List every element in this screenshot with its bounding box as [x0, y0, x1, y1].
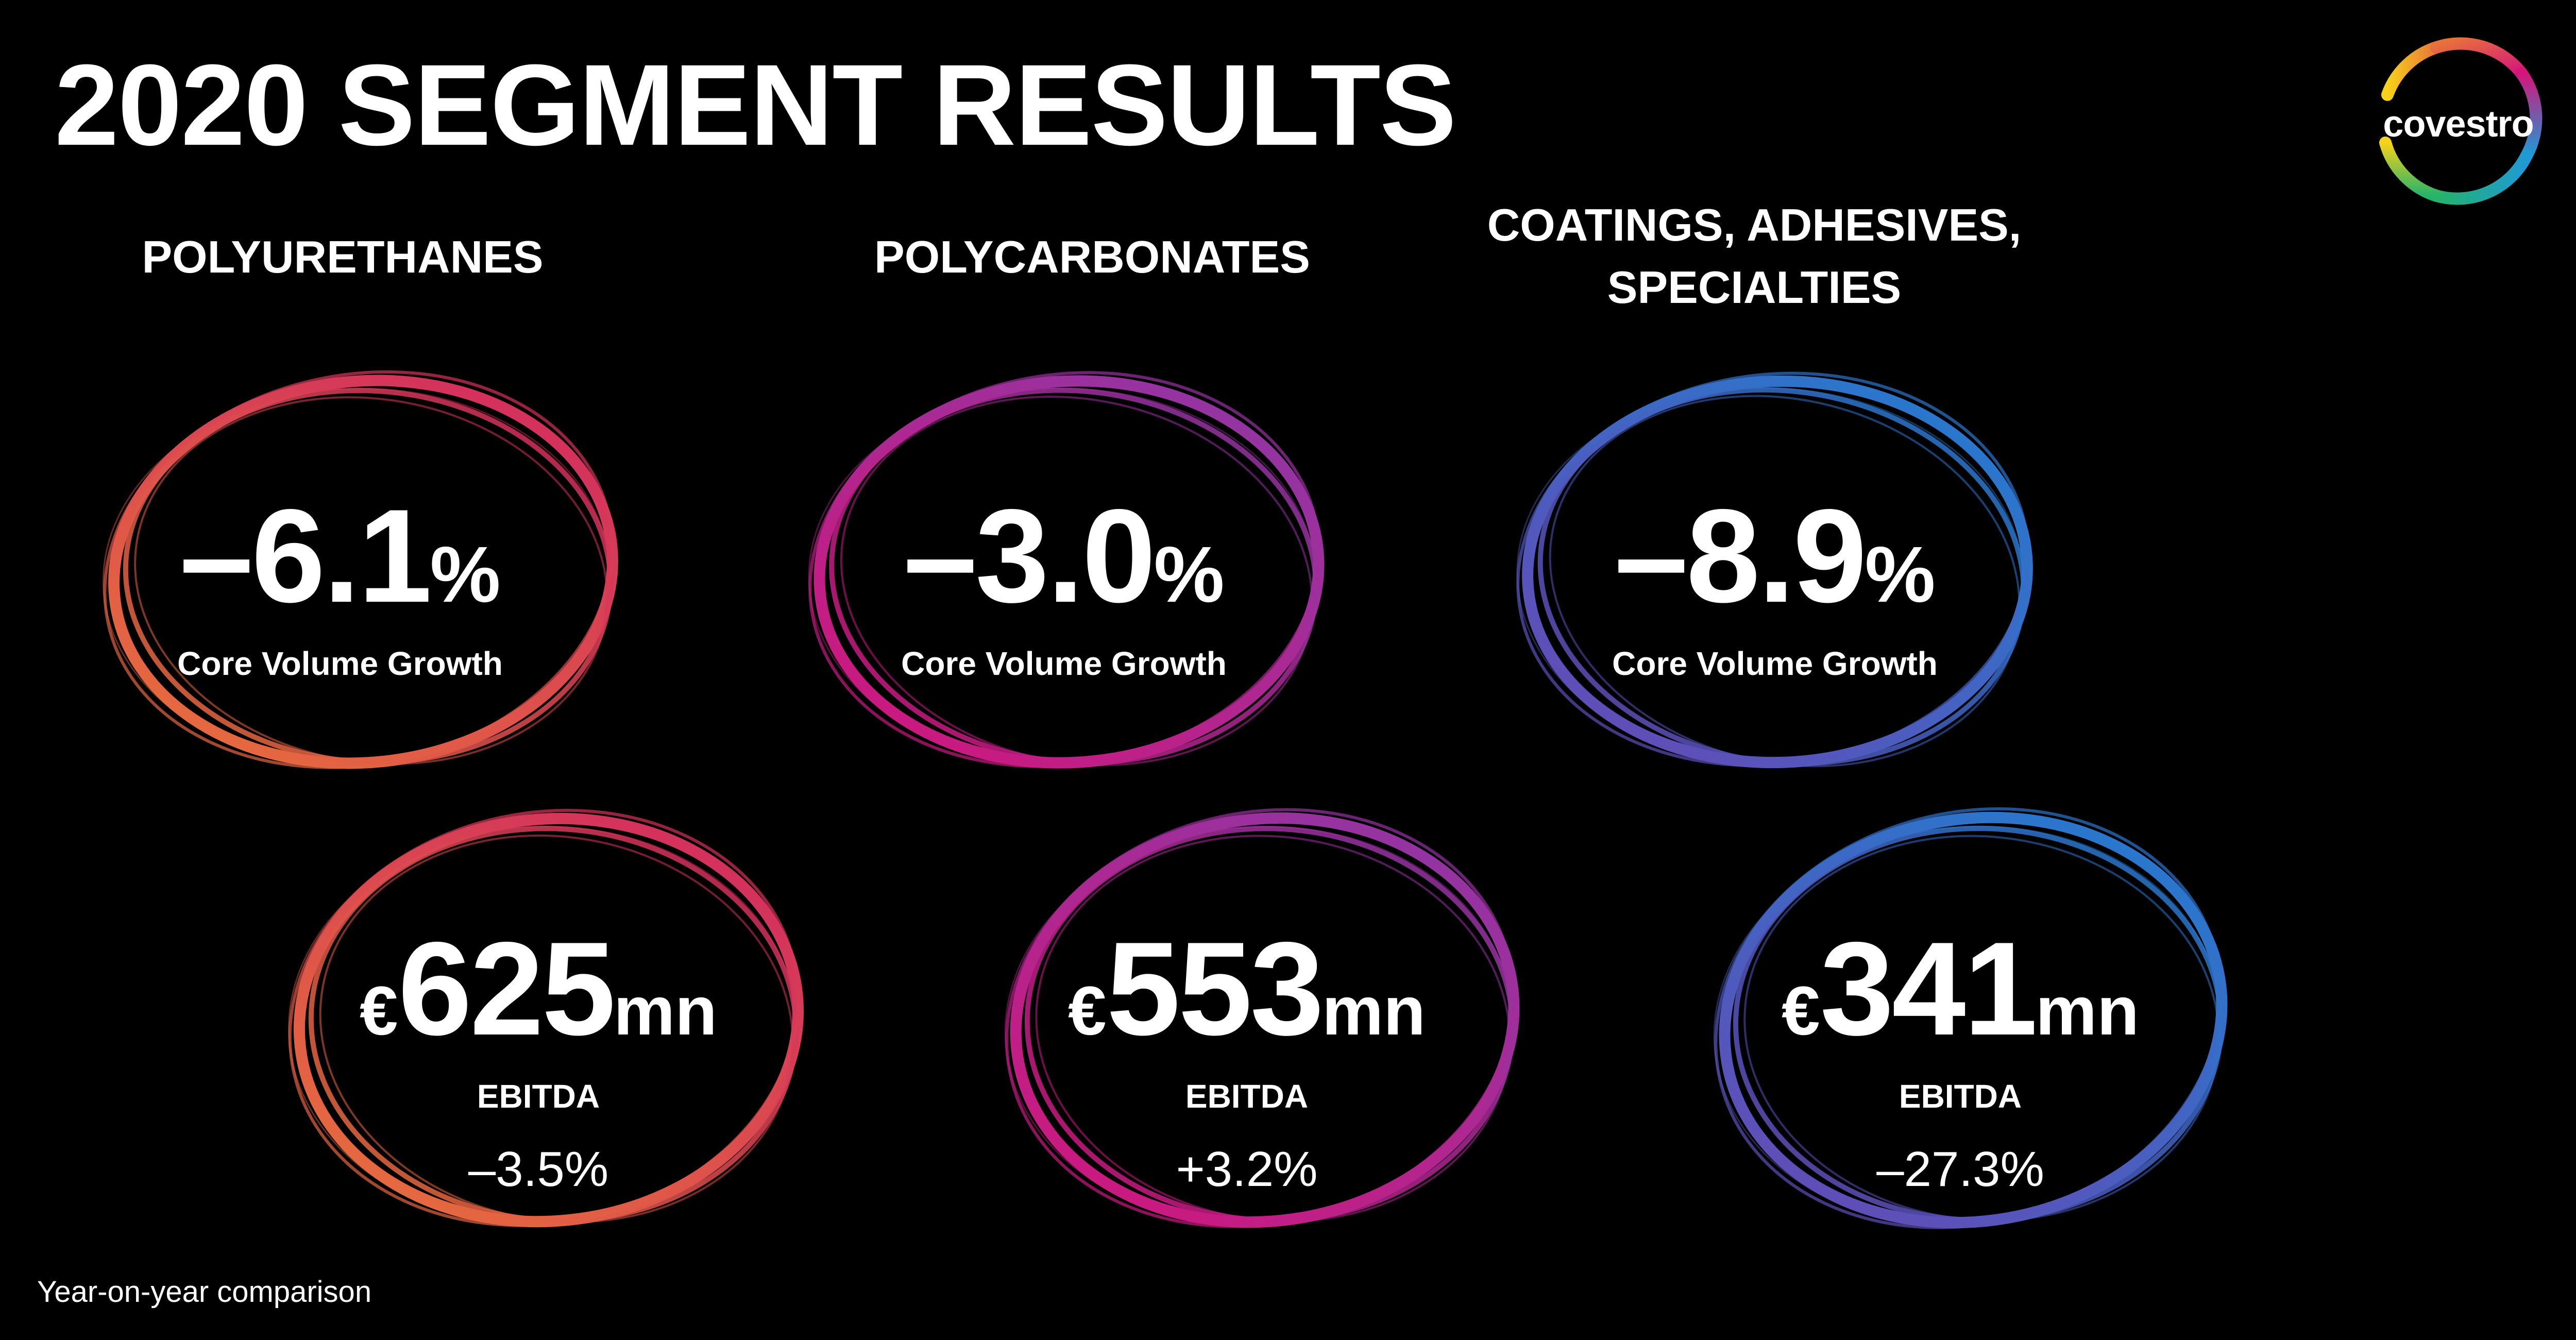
ring-stroke: [1743, 835, 2220, 1222]
ring-stroke: [840, 396, 1313, 766]
ring-decoration: [1516, 371, 2033, 769]
currency-symbol: €: [360, 973, 398, 1049]
ring-stroke: [808, 387, 1316, 767]
percent-sign: %: [1865, 530, 1936, 619]
core-volume-metric-polyurethanes: –6.1% Core Volume Growth: [144, 489, 536, 685]
ring-decoration: [287, 809, 804, 1228]
footnote: Year-on-year comparison: [37, 1275, 372, 1309]
currency-symbol: €: [1782, 973, 1820, 1049]
ebitda-change: +3.2%: [1176, 1141, 1318, 1197]
ebitda-value: 341: [1820, 914, 2038, 1063]
ring-stroke: [1005, 808, 1515, 1228]
logo-ring-icon: [2379, 37, 2543, 205]
ebitda-value: 625: [398, 914, 616, 1063]
percent-sign: %: [1154, 530, 1225, 619]
segment-heading-polycarbonates: POLYCARBONATES: [874, 231, 1310, 282]
ring-stroke: [1714, 807, 2223, 1229]
ring-stroke: [1516, 371, 2030, 767]
core-volume-label: Core Volume Growth: [901, 645, 1227, 682]
currency-symbol: €: [1068, 973, 1107, 1049]
ring-decoration: [808, 371, 1325, 769]
ring-stroke: [1516, 387, 2024, 767]
ebitda-value: 553: [1106, 914, 1324, 1063]
ring-stroke: [1549, 395, 2021, 768]
ring-stroke: [102, 387, 610, 767]
ebitda-change: –3.5%: [468, 1141, 609, 1197]
ebitda-unit: mn: [614, 973, 717, 1049]
ebitda-label: EBITDA: [477, 1078, 600, 1115]
core-volume-metric-coatings: –8.9% Core Volume Growth: [1579, 489, 1971, 685]
segment-heading-polyurethanes: POLYURETHANES: [142, 231, 544, 282]
ebitda-label: EBITDA: [1899, 1078, 2022, 1115]
ebitda-change: –27.3%: [1876, 1141, 2044, 1197]
ebitda-metric-polycarbonates: €553mn EBITDA +3.2%: [1015, 922, 1479, 1198]
ring-stroke: [1004, 825, 1512, 1226]
ring-stroke: [1035, 835, 1511, 1223]
core-volume-value: –3.0: [903, 481, 1156, 630]
core-volume-label: Core Volume Growth: [1612, 645, 1938, 682]
ring-stroke: [134, 396, 608, 765]
segment-heading-coatings: COATINGS, ADHESIVES, SPECIALTIES: [1487, 199, 2022, 313]
ebitda-unit: mn: [2036, 973, 2139, 1049]
ring-decoration: [1004, 808, 1520, 1228]
ring-decoration: [1713, 807, 2228, 1229]
ebitda-metric-coatings: €341mn EBITDA –27.3%: [1728, 922, 2192, 1198]
core-volume-metric-polycarbonates: –3.0% Core Volume Growth: [868, 489, 1260, 685]
core-volume-value: –6.1: [179, 481, 432, 630]
ring-decoration: [102, 370, 618, 769]
ring-stroke: [319, 834, 794, 1223]
core-volume-value: –8.9: [1614, 481, 1867, 630]
ebitda-label: EBITDA: [1185, 1078, 1309, 1115]
ebitda-metric-polyurethanes: €625mn EBITDA –3.5%: [307, 922, 770, 1198]
ebitda-unit: mn: [1322, 973, 1426, 1049]
page-title: 2020 SEGMENT RESULTS: [55, 41, 1456, 169]
ring-stroke: [287, 825, 795, 1226]
ring-stroke: [808, 371, 1320, 768]
ring-stroke: [288, 809, 800, 1227]
logo-text: covestro: [2383, 104, 2534, 145]
ring-stroke: [103, 370, 614, 769]
percent-sign: %: [430, 530, 501, 619]
core-volume-label: Core Volume Growth: [177, 645, 503, 682]
ring-stroke: [1713, 825, 2220, 1227]
covestro-logo: covestro: [2367, 32, 2550, 210]
